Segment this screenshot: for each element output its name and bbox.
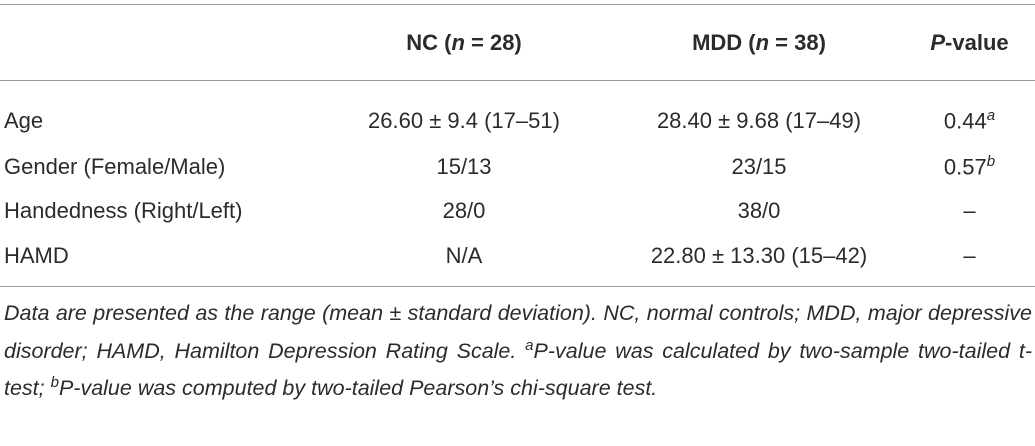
row-label: Gender (Female/Male) <box>4 153 226 179</box>
header-text: NC ( <box>406 29 452 55</box>
footnote-text: Data are presented as the range (mean ± … <box>4 301 1032 363</box>
cell-text: 0.44 <box>943 108 987 134</box>
table-cell: 0.44a <box>904 81 1035 145</box>
table-row: Gender (Female/Male) 15/13 23/15 0.57b <box>0 145 1035 189</box>
header-cell: NC (n = 28) <box>314 4 614 81</box>
row-label: HAMD <box>0 232 314 287</box>
footnote-text: P-value was calculated by two-sample two… <box>4 338 1032 401</box>
table-cell: 28.40 ± 9.68 (17–49) <box>656 107 862 133</box>
table-row: HAMD N/A 22.80 ± 13.30 (15–42) – <box>0 232 1035 287</box>
table-row: Age 26.60 ± 9.4 (17–51) 28.40 ± 9.68 (17–4… <box>0 81 1035 145</box>
row-label: Handedness (Right/Left) <box>4 197 243 223</box>
footnote: Data are presented as the range (mean ± … <box>4 298 1032 405</box>
table-cell: 38/0 <box>737 197 781 223</box>
table-cell: – <box>904 232 1035 287</box>
table-cell: N/A <box>314 232 614 287</box>
footnote-mark: b <box>50 374 59 392</box>
header-text: = 28) <box>464 29 522 55</box>
table-body: Age 26.60 ± 9.4 (17–51) 28.40 ± 9.68 (17–4… <box>0 81 1035 287</box>
table-header: NC (n = 28) MDD (n = 38) P-value <box>0 4 1035 81</box>
table-cell: 26.60 ± 9.4 (17–51) <box>368 107 560 133</box>
header-cell <box>0 4 314 81</box>
header-cell: P-value <box>904 4 1035 81</box>
footnote-text: P-value was computed by two-tailed Pears… <box>58 376 658 401</box>
data-table: NC (n = 28) MDD (n = 38) P-value Age 26.6… <box>0 4 1035 287</box>
header-row: NC (n = 28) MDD (n = 38) P-value <box>0 4 1035 81</box>
header-text: MDD ( <box>692 29 756 55</box>
table-cell: – <box>904 189 1035 233</box>
footnote-mark: a <box>525 336 534 354</box>
header-text: -value <box>945 29 1009 55</box>
header-text: n <box>451 29 465 55</box>
row-label: Age <box>4 107 44 133</box>
cell-text: 0.57 <box>943 154 987 180</box>
table-cell: 15/13 <box>436 153 492 179</box>
header-text: n <box>755 29 770 55</box>
footnote-mark: a <box>986 107 996 125</box>
header-text: P <box>930 29 946 55</box>
table-cell: 23/15 <box>731 153 787 179</box>
table-cell: 28/0 <box>442 197 486 223</box>
cell-text: – <box>963 197 976 223</box>
header-cell: MDD (n = 38) <box>614 4 904 81</box>
table-row: Handedness (Right/Left) 28/0 38/0 – <box>0 189 1035 233</box>
table-cell: 0.57b <box>904 145 1035 189</box>
cell-text: – <box>963 243 976 269</box>
footnote-mark: b <box>986 152 996 170</box>
header-text: = 38) <box>769 29 826 55</box>
table-cell: 22.80 ± 13.30 (15–42) <box>614 232 904 287</box>
